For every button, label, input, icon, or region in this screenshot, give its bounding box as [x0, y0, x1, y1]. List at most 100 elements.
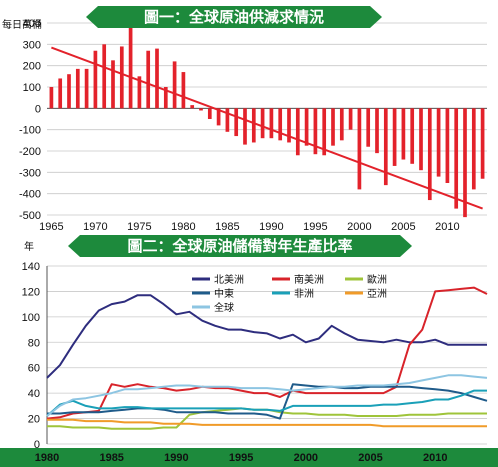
chart1-bar: [278, 108, 283, 141]
chart2-legend-label: 中東: [214, 287, 234, 300]
chart2: 0 20 40 60 80 100 120 140 1980 1985 1990 1995 2000 2…: [0, 235, 498, 467]
chart1-bar: [146, 50, 151, 109]
chart1-x-ticks: 1965 1970 1975 1980 1985 1990 1995 2000 2005 2010: [39, 221, 459, 233]
chart1-bar: [93, 50, 98, 109]
chart1-bar: [269, 108, 274, 139]
chart1-y-ticks: 400 300 200 100 0 -100 -200 -300 -400 -500: [19, 18, 41, 222]
chart2-title-banner: 圖二：全球原油儲備對年生產比率: [68, 235, 412, 257]
chart1-bar: [58, 78, 63, 109]
chart1-bar: [410, 108, 415, 164]
chart1-y-label: 每日萬桶: [2, 18, 42, 31]
chart2-y-tick-label: 80: [28, 337, 40, 349]
chart1-bar: [225, 108, 230, 132]
chart2-x-tick-label: 2005: [358, 452, 382, 464]
chart2-series-line-4: [46, 389, 487, 417]
chart1-y-tick-label: -400: [19, 189, 41, 201]
chart2-title: 圖二：全球原油儲備對年生產比率: [127, 237, 352, 255]
chart1-x-tick-label: 1990: [259, 221, 283, 233]
chart2-x-axis-band: [0, 448, 498, 467]
chart1-x-tick-label: 1975: [127, 221, 151, 233]
chart1-bar: [322, 108, 327, 156]
chart1-bar: [331, 108, 335, 146]
chart2-legend-label: 歐洲: [367, 273, 387, 286]
chart1-bar: [427, 108, 432, 201]
chart1-bar: [172, 61, 177, 109]
chart1-y-tick-label: 100: [23, 82, 41, 94]
chart1-bar: [463, 108, 467, 218]
chart1-bar: [67, 74, 71, 109]
chart1-bar: [383, 108, 388, 186]
chart1-bars: [49, 25, 485, 218]
chart2-x-tick-label: 2000: [294, 452, 318, 464]
chart2-x-ticks: 1980 1985 1990 1995 2000 2005 2010: [35, 452, 448, 464]
chart1-bar: [357, 108, 362, 190]
chart2-y-tick-label: 140: [22, 261, 40, 273]
chart2-series-line-6: [46, 374, 488, 417]
chart1-bar: [84, 68, 89, 109]
chart1-y-tick-label: -100: [19, 125, 41, 137]
chart1-bar: [243, 108, 247, 145]
chart2-legend-label: 南美洲: [294, 273, 324, 286]
chart1-bar: [287, 108, 291, 143]
chart2-y-tick-label: 0: [34, 439, 40, 451]
chart2-y-label: 年: [24, 240, 34, 253]
chart1-bar: [190, 105, 195, 109]
chart1-x-tick-label: 2000: [347, 221, 371, 233]
chart2-y-tick-label: 120: [22, 286, 40, 298]
chart1-x-tick-label: 2005: [391, 221, 415, 233]
chart1-y-tick-label: 300: [23, 39, 41, 51]
chart1-bar: [111, 60, 115, 109]
chart2-series-line-3: [47, 383, 488, 420]
chart1-bar: [295, 108, 300, 156]
chart1-title-banner: 圖一：全球原油供減求情況: [86, 6, 382, 28]
chart1-bar: [260, 108, 265, 139]
chart2-legend-label: 非洲: [294, 288, 314, 300]
chart1-x-tick-label: 1980: [171, 221, 195, 233]
chart1-x-tick-label: 1995: [303, 221, 327, 233]
chart1-bar: [251, 108, 256, 143]
chart1-bar: [119, 46, 124, 109]
chart2-x-tick-label: 1985: [99, 452, 123, 464]
chart1-bar: [348, 108, 353, 130]
chart1-bar: [102, 44, 107, 109]
chart1-bar: [137, 76, 142, 109]
chart1-bar: [436, 108, 441, 177]
chart2-x-tick-label: 1980: [35, 452, 59, 464]
chart2-y-tick-label: 20: [28, 414, 40, 426]
chart1-x-tick-label: 1970: [83, 221, 107, 233]
chart2-series-line-5: [47, 418, 487, 428]
chart1-bar: [375, 108, 379, 154]
chart1-bar: [155, 48, 159, 109]
chart1-bar: [313, 108, 318, 155]
chart1-bar: [49, 87, 54, 109]
chart2-series-lines: [46, 286, 488, 430]
chart1-bar: [392, 108, 397, 166]
chart2-y-ticks: 0 20 40 60 80 100 120 140: [22, 261, 40, 451]
chart2-plot-area: [47, 266, 487, 446]
chart1-x-tick-label: 1985: [215, 221, 239, 233]
chart1-x-tick-label: 2010: [435, 221, 459, 233]
chart1-bar: [75, 68, 80, 109]
chart2-y-tick-label: 40: [28, 388, 40, 400]
chart1-y-tick-label: -200: [19, 146, 41, 158]
chart2-legend-label: 亞洲: [367, 288, 387, 300]
chart1-bar: [163, 87, 168, 109]
chart1-x-tick-label: 1965: [39, 221, 63, 233]
chart1-bar: [471, 108, 476, 190]
chart2-x-tick-label: 1990: [164, 452, 188, 464]
chart1-bar: [339, 108, 344, 141]
chart1-bar: [419, 108, 423, 171]
chart1-bar: [207, 108, 212, 119]
chart2-y-tick-label: 60: [28, 363, 40, 375]
chart1-y-tick-label: 200: [23, 61, 41, 73]
chart1-y-tick-label: -500: [19, 210, 41, 222]
chart1-y-tick-label: 400: [23, 18, 41, 30]
chart2-grid: [46, 265, 487, 445]
chart1-bar: [401, 108, 406, 160]
chart1-bar: [234, 108, 239, 137]
chart2-series-line-0: [46, 294, 487, 379]
chart1-bar: [128, 25, 133, 109]
